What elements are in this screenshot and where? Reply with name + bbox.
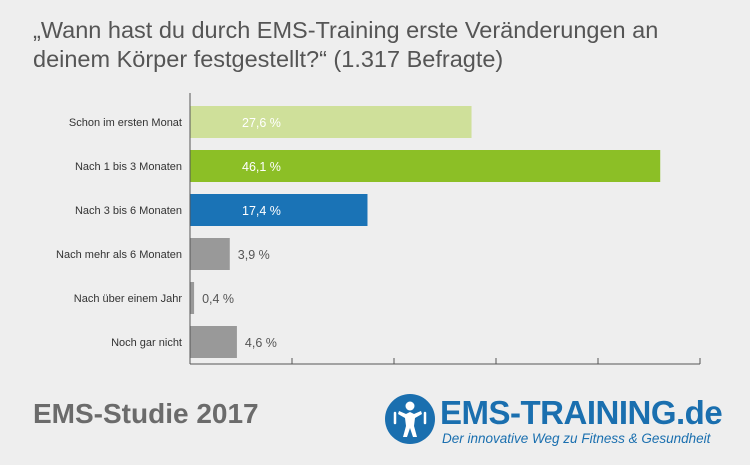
chart-title: „Wann hast du durch EMS-Training erste V… [33, 17, 659, 72]
bar-chart: Schon im ersten Monat 27,6 % Nach 1 bis 3 … [56, 93, 701, 365]
study-label: EMS-Studie 2017 [33, 398, 259, 429]
bar-0 [190, 106, 472, 138]
data-label-1: 46,1 % [242, 160, 281, 174]
bar-5 [190, 326, 237, 358]
bar-3 [190, 238, 230, 270]
category-label-0: Schon im ersten Monat [69, 117, 182, 129]
data-label-5: 4,6 % [245, 336, 277, 350]
data-label-4: 0,4 % [202, 292, 234, 306]
bar-1 [190, 150, 661, 182]
bar-4 [190, 282, 195, 314]
brand-logo[interactable]: EMS-TRAINING.de Der innovative Weg zu Fi… [384, 393, 724, 453]
logo-brand-text: EMS-TRAINING.de [440, 394, 723, 431]
category-label-2: Nach 3 bis 6 Monaten [75, 205, 182, 217]
data-label-0: 27,6 % [242, 116, 281, 130]
category-label-3: Nach mehr als 6 Monaten [56, 249, 182, 261]
data-label-3: 3,9 % [238, 248, 270, 262]
data-label-2: 17,4 % [242, 204, 281, 218]
logo-tagline: Der innovative Weg zu Fitness & Gesundhe… [442, 431, 711, 446]
x-axis [189, 93, 701, 365]
category-label-5: Noch gar nicht [111, 337, 182, 349]
ems-athlete-icon [385, 394, 435, 444]
category-label-1: Nach 1 bis 3 Monaten [75, 161, 182, 173]
bar-2 [190, 194, 368, 226]
category-label-4: Nach über einem Jahr [74, 293, 183, 305]
bars-group: Schon im ersten Monat 27,6 % Nach 1 bis 3 … [56, 106, 661, 358]
